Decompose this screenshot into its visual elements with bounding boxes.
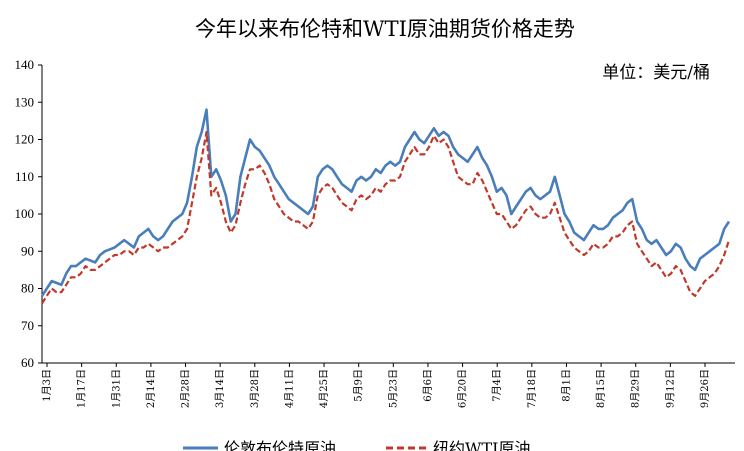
- x-tick-label: 8月15日: [595, 369, 607, 408]
- x-tick-label: 6月20日: [457, 369, 469, 408]
- y-tick-label: 140: [15, 57, 35, 72]
- x-tick-label: 5月23日: [387, 369, 399, 408]
- y-tick-label: 130: [15, 94, 35, 109]
- x-tick-label: 1月17日: [76, 369, 88, 408]
- x-tick-label: 2月28日: [180, 369, 192, 408]
- x-tick-label: 9月26日: [699, 369, 711, 408]
- legend-label-brent: 伦敦布伦特原油: [224, 439, 336, 451]
- y-ticks: 60 70 80 90 100 110 120 130 140: [15, 57, 42, 370]
- axes: [41, 65, 735, 364]
- x-tick-label: 4月11日: [283, 369, 295, 408]
- y-tick-label: 60: [21, 355, 34, 370]
- y-tick-label: 100: [15, 206, 35, 221]
- x-tick-label: 3月28日: [249, 369, 261, 408]
- y-tick-label: 90: [21, 243, 34, 258]
- x-tick-label: 7月18日: [526, 369, 538, 408]
- x-tick-label: 4月25日: [318, 369, 330, 408]
- x-tick-label: 6月6日: [422, 369, 434, 402]
- y-tick-label: 120: [15, 132, 35, 147]
- x-tick-label: 8月1日: [560, 369, 572, 402]
- y-tick-label: 80: [21, 281, 34, 296]
- y-tick-label: 70: [21, 318, 34, 333]
- x-tick-label: 8月29日: [630, 369, 642, 408]
- unit-label: 单位：美元/桶: [602, 63, 710, 83]
- x-ticks: 1月3日 1月17日 1月31日 2月14日 2月28日 3月14日 3月28日 4月11日 4…: [41, 363, 711, 408]
- legend: 伦敦布伦特原油 纽约WTI原油: [183, 439, 530, 451]
- x-tick-label: 3月14日: [214, 369, 226, 408]
- y-tick-label: 110: [15, 169, 34, 184]
- x-tick-label: 1月31日: [110, 369, 122, 408]
- series-line-wti: [41, 130, 731, 304]
- x-tick-label: 5月9日: [353, 369, 365, 402]
- x-tick-label: 7月4日: [491, 369, 503, 402]
- x-tick-label: 1月3日: [41, 369, 53, 402]
- chart-title: 今年以来布伦特和WTI原油期货价格走势: [195, 17, 575, 41]
- legend-label-wti: 纽约WTI原油: [433, 439, 530, 451]
- x-tick-label: 9月12日: [664, 369, 676, 408]
- series-line-brent: [40, 108, 731, 297]
- series-lines: [40, 108, 731, 304]
- x-tick-label: 2月14日: [145, 369, 157, 408]
